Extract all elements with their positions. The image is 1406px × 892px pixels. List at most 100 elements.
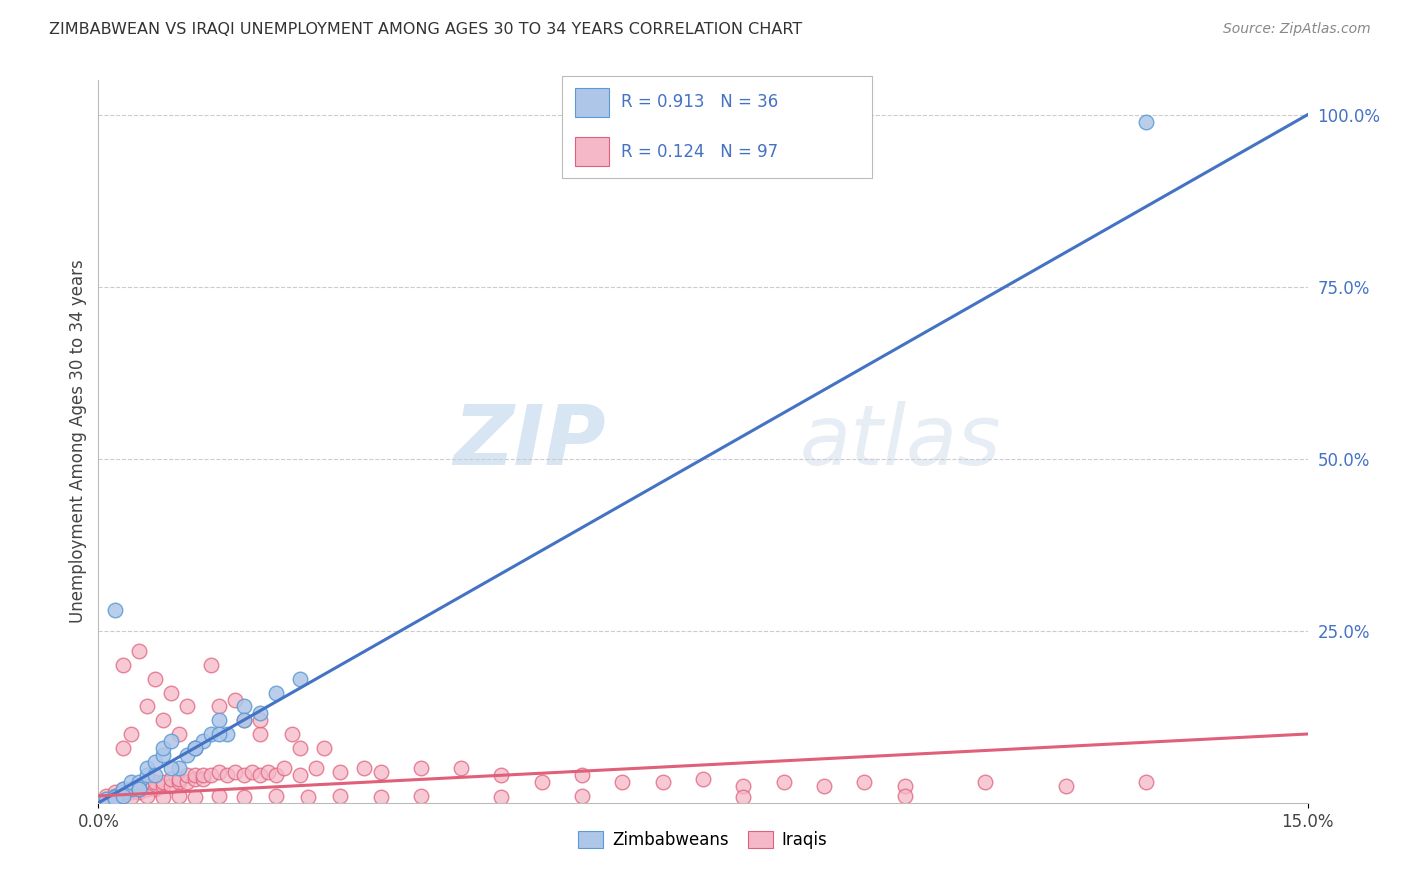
Point <box>893 779 915 793</box>
Point <box>491 768 513 782</box>
Point <box>1135 114 1157 128</box>
Point <box>281 727 304 741</box>
Point <box>208 789 231 803</box>
Point <box>143 768 166 782</box>
Point <box>128 644 150 658</box>
Text: Source: ZipAtlas.com: Source: ZipAtlas.com <box>1223 22 1371 37</box>
Point <box>240 764 263 779</box>
Point <box>733 779 755 793</box>
Point <box>120 775 142 789</box>
Point <box>370 790 392 805</box>
Point <box>152 790 174 805</box>
Point <box>249 706 271 721</box>
Point <box>167 789 190 803</box>
Point <box>353 761 375 775</box>
Point <box>143 775 166 789</box>
Point <box>813 779 835 793</box>
Point <box>571 789 593 803</box>
Point <box>128 782 150 797</box>
Point <box>200 658 222 673</box>
Point <box>96 792 118 806</box>
Point <box>143 755 166 769</box>
Point <box>612 775 634 789</box>
Point <box>1054 779 1077 793</box>
Point <box>314 740 336 755</box>
Point <box>103 785 125 799</box>
Point <box>152 779 174 793</box>
Point <box>128 782 150 797</box>
Point <box>733 790 755 805</box>
FancyBboxPatch shape <box>575 137 609 166</box>
Point <box>232 699 254 714</box>
Point <box>264 686 287 700</box>
Point <box>288 740 311 755</box>
Point <box>111 740 134 755</box>
Point <box>232 768 254 782</box>
Point <box>103 792 125 806</box>
Point <box>135 779 157 793</box>
Point <box>651 775 673 789</box>
Point <box>103 790 125 805</box>
Point <box>111 789 134 803</box>
Point <box>111 785 134 799</box>
Point <box>160 734 183 748</box>
Point <box>208 764 231 779</box>
Point <box>128 779 150 793</box>
Point <box>200 727 222 741</box>
Point <box>288 768 311 782</box>
Point <box>571 768 593 782</box>
Point <box>184 740 207 755</box>
Point <box>160 686 183 700</box>
Text: ZIMBABWEAN VS IRAQI UNEMPLOYMENT AMONG AGES 30 TO 34 YEARS CORRELATION CHART: ZIMBABWEAN VS IRAQI UNEMPLOYMENT AMONG A… <box>49 22 803 37</box>
Point <box>160 761 183 775</box>
Point <box>176 699 198 714</box>
Point <box>217 727 239 741</box>
Point <box>167 761 190 775</box>
Point <box>111 789 134 803</box>
Text: R = 0.913   N = 36: R = 0.913 N = 36 <box>621 94 779 112</box>
Point <box>135 699 157 714</box>
Point <box>160 779 183 793</box>
Point <box>152 713 174 727</box>
Point <box>232 713 254 727</box>
Point <box>184 772 207 786</box>
Point <box>96 789 118 803</box>
FancyBboxPatch shape <box>575 88 609 117</box>
Point <box>184 740 207 755</box>
Point <box>329 789 352 803</box>
Point <box>143 672 166 686</box>
Point <box>135 768 157 782</box>
Point <box>152 740 174 755</box>
Text: atlas: atlas <box>800 401 1001 482</box>
Point <box>772 775 794 789</box>
Point <box>208 699 231 714</box>
Point <box>224 764 246 779</box>
Point <box>103 789 125 803</box>
Point <box>111 785 134 799</box>
Point <box>167 727 190 741</box>
Point <box>128 785 150 799</box>
FancyBboxPatch shape <box>562 76 872 178</box>
Point <box>409 789 432 803</box>
Point <box>184 768 207 782</box>
Point <box>193 734 215 748</box>
Point <box>256 764 278 779</box>
Point <box>305 761 328 775</box>
Point <box>224 692 246 706</box>
Point <box>135 761 157 775</box>
Point <box>193 768 215 782</box>
Point <box>491 790 513 805</box>
Point <box>176 775 198 789</box>
Point <box>120 782 142 797</box>
Point <box>135 782 157 797</box>
Point <box>120 785 142 799</box>
Point <box>692 772 714 786</box>
Point <box>249 713 271 727</box>
Point <box>232 790 254 805</box>
Point <box>249 727 271 741</box>
Point <box>103 790 125 805</box>
Point <box>264 789 287 803</box>
Point <box>167 772 190 786</box>
Text: R = 0.124   N = 97: R = 0.124 N = 97 <box>621 143 779 161</box>
Point <box>111 658 134 673</box>
